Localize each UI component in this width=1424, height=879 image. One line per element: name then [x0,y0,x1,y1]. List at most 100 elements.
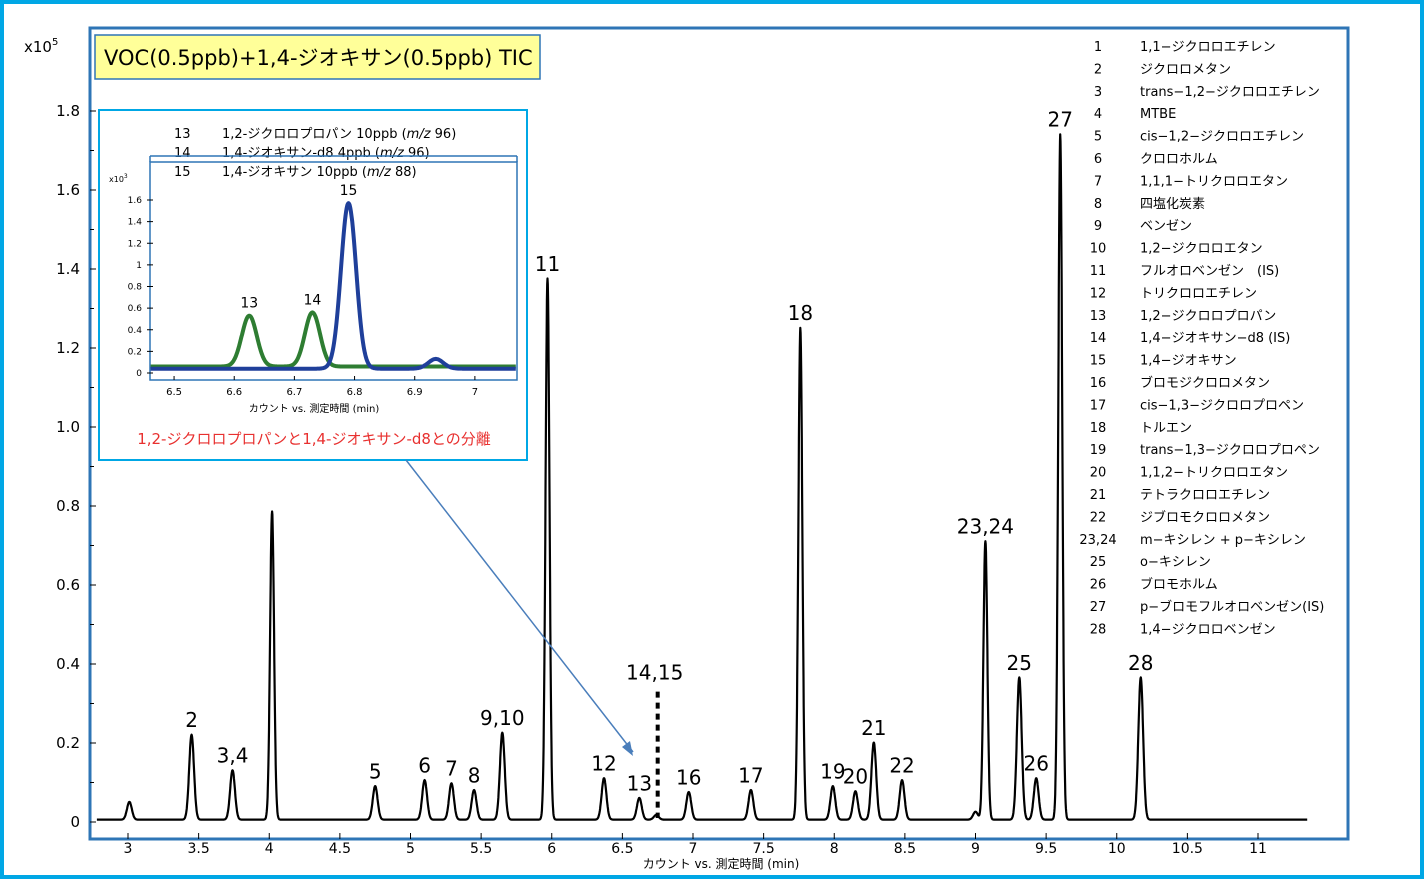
peak-label: 6 [418,754,431,778]
peak-label: 17 [738,763,763,787]
x-tick-label: 3.5 [187,841,209,857]
legend-compound: ジクロロメタン [1140,62,1231,77]
legend-number: 16 [1090,376,1107,391]
legend-number: 7 [1094,174,1102,189]
legend-compound: ベンゼン [1140,219,1192,234]
x-tick-label: 5.5 [470,841,492,857]
legend-number: 1 [1094,40,1102,55]
legend-compound: テトラクロロエチレン [1140,488,1270,503]
inset-legend: 13 1,2-ジクロロプロパン 10ppb (m/z 96) 14 1,4-ジオキサン… [174,127,456,180]
inset-x-tick-label: 6.7 [286,387,302,398]
legend-number: 23,24 [1079,533,1116,548]
peak-label: 9,10 [480,706,525,730]
peak-label: 16 [676,765,701,789]
compound-legend: 1 1,1−ジクロロエチレン 2 ジクロロメタン 3 trans−1,2−ジクロロエチレン… [1079,40,1324,637]
legend-number: 13 [1090,309,1107,324]
inset-traces: 13 14 15 [149,183,518,371]
peak-label: 5 [369,759,382,783]
zoom-arrow [405,459,634,753]
peak-label: 3,4 [217,744,249,768]
peak-label: 22 [889,754,914,778]
marker-group: 14,15 [626,661,683,819]
inset-x-tick-label: 7 [472,387,478,398]
x-axis-label: カウント vs. 測定時間 (min) [643,856,800,871]
legend-compound: cis−1,3−ジクロロプロペン [1140,398,1304,413]
legend-number: 9 [1094,219,1102,234]
peak-label: 19 [820,759,845,783]
inset-y-tick-label: 0 [136,369,142,379]
legend-number: 21 [1090,488,1107,503]
peak-label: 26 [1024,752,1049,776]
x-tick-label: 9.5 [1035,841,1057,857]
x-tick-label: 6 [547,841,556,857]
inset-peak-label: 14 [304,292,322,308]
x-tick-label: 7 [689,841,698,857]
y-tick-label: 0.2 [56,734,80,752]
tic-trace-group [96,133,1309,821]
legend-compound: 1,2−ジクロロエタン [1140,242,1263,257]
inset-legend-text: 1,4-ジオキサン-d8 4ppb (m/z 96) [222,146,430,161]
peak-label: 27 [1048,108,1073,132]
x-tick-label: 6.5 [611,841,633,857]
zoom-arrow-head [622,741,633,756]
marker-label: 14,15 [626,661,683,685]
legend-compound: 1,1,2−トリクロロエタン [1140,466,1288,481]
peak-label: 23,24 [957,515,1014,539]
legend-compound: トリクロロエチレン [1140,286,1257,301]
inset-legend-text: 1,4-ジオキサン 10ppb (m/z 88) [222,165,417,180]
inset-y-tick-label: 0.6 [128,304,143,314]
legend-number: 22 [1090,510,1107,525]
peak-label: 12 [591,752,616,776]
x-axis: 3 3.5 4 4.5 5 5.5 6 6.5 7 7.5 8 8.5 9 9.5 10 10.5 11 [124,833,1267,857]
chart-title: VOC(0.5ppb)+1,4-ジオキサン(0.5ppb) TIC [104,46,533,70]
inset-x-axis-label: カウント vs. 測定時間 (min) [249,402,380,415]
legend-compound: ジブロモクロロメタン [1140,509,1270,525]
inset-y-tick-label: 0.4 [128,326,143,336]
inset-y-tick-label: 1.6 [128,196,143,206]
inset-plot-border [149,161,518,381]
inset-peak-label: 15 [340,183,358,199]
x-tick-label: 4 [265,841,274,857]
y-multiplier: x105 [24,37,58,56]
y-tick-label: 0.6 [56,576,80,594]
legend-compound: 四塩化炭素 [1140,197,1205,212]
y-tick-label: 1.2 [56,339,80,357]
legend-number: 15 [1090,354,1107,369]
legend-compound: 1,1,1−トリクロロエタン [1140,174,1288,189]
inset-y-tick-label: 1 [136,261,142,271]
inset-y-tick-label: 0.8 [128,283,143,293]
y-tick-label: 1.8 [56,102,80,120]
legend-compound: m−キシレン + p−キシレン [1140,533,1306,548]
legend-number: 10 [1090,242,1107,257]
title-box [94,34,541,80]
legend-compound: トルエン [1140,421,1192,436]
legend-number: 28 [1090,622,1107,637]
legend-number: 4 [1094,107,1102,122]
peak-label: 7 [445,757,458,781]
legend-number: 19 [1090,443,1107,458]
legend-number: 18 [1090,421,1107,436]
peak-label: 13 [627,771,652,795]
legend-number: 12 [1090,286,1107,301]
peak-label: 20 [843,765,868,789]
legend-compound: cis−1,2−ジクロロエチレン [1140,130,1304,145]
legend-compound: 1,2−ジクロロプロパン [1140,309,1276,324]
legend-number: 8 [1094,197,1102,212]
legend-compound: クロロホルム [1140,152,1218,167]
legend-number: 27 [1090,600,1107,615]
legend-compound: 1,4−ジクロロベンゼン [1140,622,1276,637]
y-tick-label: 1.4 [56,260,80,278]
inset-trace-blue [149,201,518,371]
inset-panel: 13 1,2-ジクロロプロパン 10ppb (m/z 96) 14 1,4-ジオキサン… [98,109,528,461]
inset-border [98,109,528,461]
inset-legend-number: 13 [174,127,191,142]
x-tick-label: 4.5 [329,841,351,857]
legend-number: 11 [1090,264,1107,279]
x-tick-label: 9 [971,841,980,857]
tic-trace [96,133,1309,821]
legend-number: 5 [1094,130,1102,145]
y-tick-label: 0.8 [56,497,80,515]
legend-compound: p−ブロモフルオロベンゼン(IS) [1140,599,1324,615]
legend-compound: 1,4−ジオキサン−d8 (IS) [1140,331,1290,346]
